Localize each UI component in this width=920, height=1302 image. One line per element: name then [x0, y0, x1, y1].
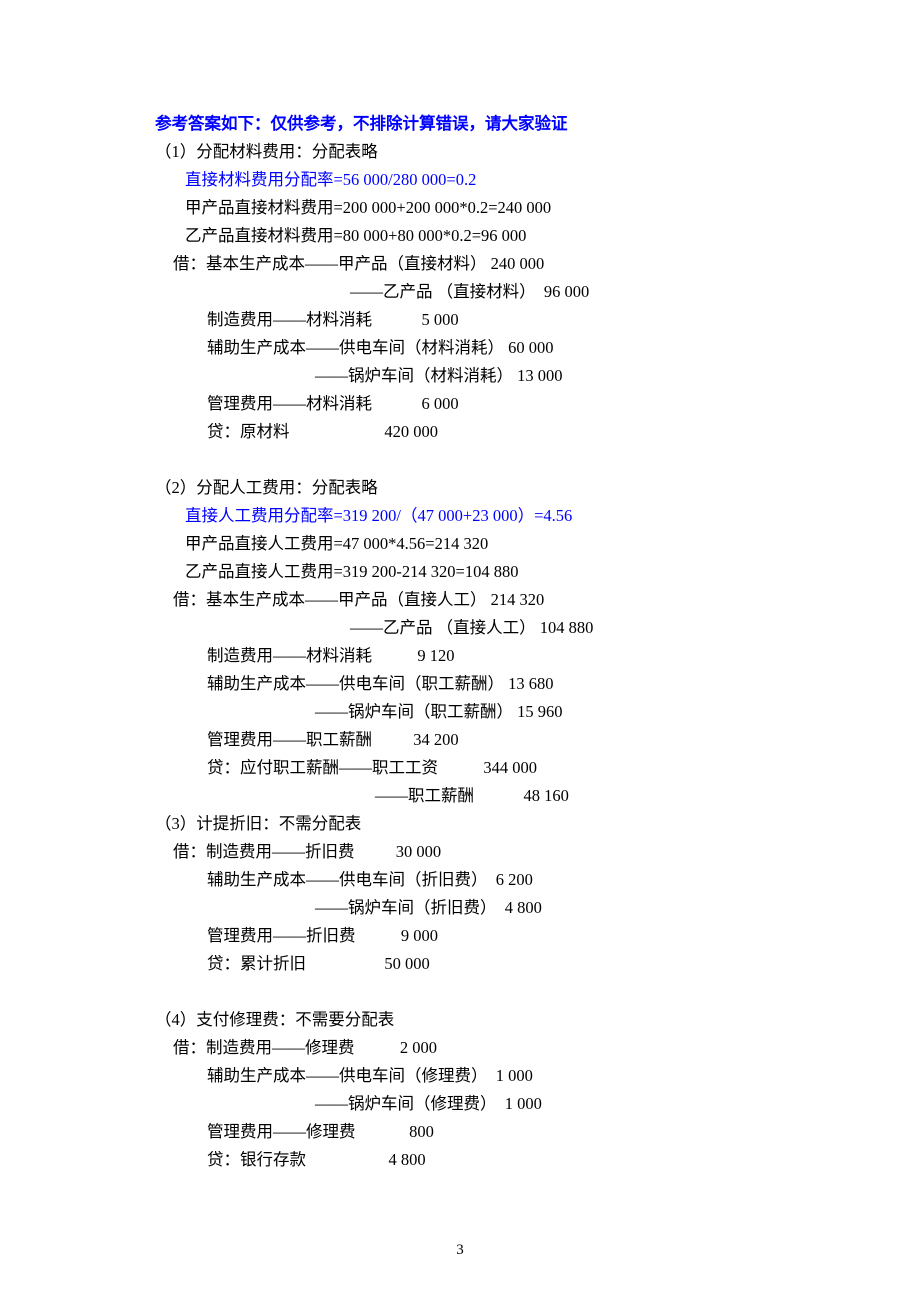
- entry-label: ——乙产品 （直接人工）: [350, 614, 536, 642]
- entry-amount: 96 000: [536, 278, 590, 306]
- journal-entry: ——锅炉车间（折旧费） 4 800: [315, 894, 770, 922]
- journal-entry: 辅助生产成本——供电车间（修理费） 1 000: [207, 1062, 770, 1090]
- journal-entry: ——锅炉车间（材料消耗） 13 000: [315, 362, 770, 390]
- entry-label: 贷：应付职工薪酬——职工工资: [207, 754, 438, 782]
- entry-label: 制造费用——材料消耗: [207, 306, 372, 334]
- entry-label: ——乙产品 （直接材料）: [350, 278, 536, 306]
- section-title: （1）分配材料费用：分配表略: [155, 138, 770, 166]
- journal-entry: 制造费用——材料消耗 5 000: [207, 306, 770, 334]
- entry-amount: 60 000: [504, 334, 554, 362]
- entry-amount: 13 680: [504, 670, 554, 698]
- entry-label: ——锅炉车间（材料消耗）: [315, 362, 513, 390]
- journal-entry: 辅助生产成本——供电车间（折旧费） 6 200: [207, 866, 770, 894]
- entry-amount: 214 320: [487, 586, 545, 614]
- spacer: [155, 978, 770, 1006]
- entry-amount: 5 000: [372, 306, 459, 334]
- entry-amount: 240 000: [487, 250, 545, 278]
- entry-amount: 1 000: [497, 1090, 542, 1118]
- section: （2）分配人工费用：分配表略直接人工费用分配率=319 200/（47 000+…: [155, 474, 770, 810]
- answer-header: 参考答案如下：仅供参考，不排除计算错误，请大家验证: [155, 110, 770, 138]
- journal-entry: 制造费用——材料消耗 9 120: [207, 642, 770, 670]
- section: （3）计提折旧：不需分配表借：制造费用——折旧费 30 000辅助生产成本——供…: [155, 810, 770, 978]
- entry-label: 制造费用——材料消耗: [207, 642, 372, 670]
- journal-entry: 贷：累计折旧 50 000: [207, 950, 770, 978]
- section-title: （3）计提折旧：不需分配表: [155, 810, 770, 838]
- entry-label: ——锅炉车间（职工薪酬）: [315, 698, 513, 726]
- section-title: （4）支付修理费：不需要分配表: [155, 1006, 770, 1034]
- entry-amount: 6 000: [372, 390, 459, 418]
- entry-label: ——锅炉车间（修理费）: [315, 1090, 497, 1118]
- section: （1）分配材料费用：分配表略直接材料费用分配率=56 000/280 000=0…: [155, 138, 770, 446]
- journal-entry: 贷：原材料 420 000: [207, 418, 770, 446]
- journal-entry: 管理费用——折旧费 9 000: [207, 922, 770, 950]
- entry-label: 贷：累计折旧: [207, 950, 306, 978]
- entry-label: 辅助生产成本——供电车间（修理费）: [207, 1062, 488, 1090]
- entry-amount: 420 000: [290, 418, 439, 446]
- entry-label: 管理费用——修理费: [207, 1118, 356, 1146]
- entry-label: 管理费用——职工薪酬: [207, 726, 372, 754]
- entry-label: 管理费用——折旧费: [207, 922, 356, 950]
- journal-entry: 借：制造费用——折旧费 30 000: [173, 838, 770, 866]
- entry-amount: 15 960: [513, 698, 563, 726]
- entry-amount: 9 000: [356, 922, 439, 950]
- sections-container: （1）分配材料费用：分配表略直接材料费用分配率=56 000/280 000=0…: [155, 138, 770, 1174]
- entry-label: 贷：原材料: [207, 418, 290, 446]
- journal-entry: ——职工薪酬 48 160: [375, 782, 770, 810]
- section: （4）支付修理费：不需要分配表借：制造费用——修理费 2 000辅助生产成本——…: [155, 1006, 770, 1174]
- journal-entry: ——锅炉车间（修理费） 1 000: [315, 1090, 770, 1118]
- calc-line: 甲产品直接材料费用=200 000+200 000*0.2=240 000: [185, 194, 770, 222]
- journal-entry: ——乙产品 （直接人工） 104 880: [350, 614, 770, 642]
- formula-line: 直接人工费用分配率=319 200/（47 000+23 000）=4.56: [185, 502, 770, 530]
- entry-amount: 13 000: [513, 362, 563, 390]
- entry-label: 辅助生产成本——供电车间（材料消耗）: [207, 334, 504, 362]
- entry-amount: 1 000: [488, 1062, 533, 1090]
- journal-entry: 辅助生产成本——供电车间（职工薪酬） 13 680: [207, 670, 770, 698]
- entry-amount: 9 120: [372, 642, 455, 670]
- entry-amount: 104 880: [536, 614, 594, 642]
- journal-entry: 贷：银行存款 4 800: [207, 1146, 770, 1174]
- journal-entry: 贷：应付职工薪酬——职工工资 344 000: [207, 754, 770, 782]
- document-page: 参考答案如下：仅供参考，不排除计算错误，请大家验证 （1）分配材料费用：分配表略…: [0, 0, 920, 1302]
- formula-line: 直接材料费用分配率=56 000/280 000=0.2: [185, 166, 770, 194]
- entry-amount: 50 000: [306, 950, 430, 978]
- calc-line: 甲产品直接人工费用=47 000*4.56=214 320: [185, 530, 770, 558]
- journal-entry: 管理费用——材料消耗 6 000: [207, 390, 770, 418]
- entry-label: 借：制造费用——折旧费: [173, 838, 355, 866]
- calc-line: 乙产品直接人工费用=319 200-214 320=104 880: [185, 558, 770, 586]
- entry-label: ——职工薪酬: [375, 782, 474, 810]
- journal-entry: ——锅炉车间（职工薪酬） 15 960: [315, 698, 770, 726]
- entry-label: 辅助生产成本——供电车间（折旧费）: [207, 866, 488, 894]
- journal-entry: 管理费用——职工薪酬 34 200: [207, 726, 770, 754]
- journal-entry: 借：基本生产成本——甲产品（直接人工） 214 320: [173, 586, 770, 614]
- entry-label: 借：基本生产成本——甲产品（直接人工）: [173, 586, 487, 614]
- journal-entry: 管理费用——修理费 800: [207, 1118, 770, 1146]
- journal-entry: 借：基本生产成本——甲产品（直接材料） 240 000: [173, 250, 770, 278]
- entry-amount: 30 000: [355, 838, 442, 866]
- entry-amount: 4 800: [497, 894, 542, 922]
- calc-line: 乙产品直接材料费用=80 000+80 000*0.2=96 000: [185, 222, 770, 250]
- journal-entry: 辅助生产成本——供电车间（材料消耗） 60 000: [207, 334, 770, 362]
- entry-label: ——锅炉车间（折旧费）: [315, 894, 497, 922]
- entry-amount: 34 200: [372, 726, 459, 754]
- entry-label: 借：基本生产成本——甲产品（直接材料）: [173, 250, 487, 278]
- entry-amount: 2 000: [355, 1034, 438, 1062]
- entry-label: 贷：银行存款: [207, 1146, 306, 1174]
- journal-entry: ——乙产品 （直接材料） 96 000: [350, 278, 770, 306]
- entry-amount: 4 800: [306, 1146, 426, 1174]
- entry-amount: 48 160: [474, 782, 569, 810]
- entry-amount: 6 200: [488, 866, 533, 894]
- entry-label: 管理费用——材料消耗: [207, 390, 372, 418]
- entry-label: 借：制造费用——修理费: [173, 1034, 355, 1062]
- entry-amount: 800: [356, 1118, 434, 1146]
- spacer: [155, 446, 770, 474]
- journal-entry: 借：制造费用——修理费 2 000: [173, 1034, 770, 1062]
- section-title: （2）分配人工费用：分配表略: [155, 474, 770, 502]
- entry-amount: 344 000: [438, 754, 537, 782]
- page-number: 3: [0, 1236, 920, 1264]
- entry-label: 辅助生产成本——供电车间（职工薪酬）: [207, 670, 504, 698]
